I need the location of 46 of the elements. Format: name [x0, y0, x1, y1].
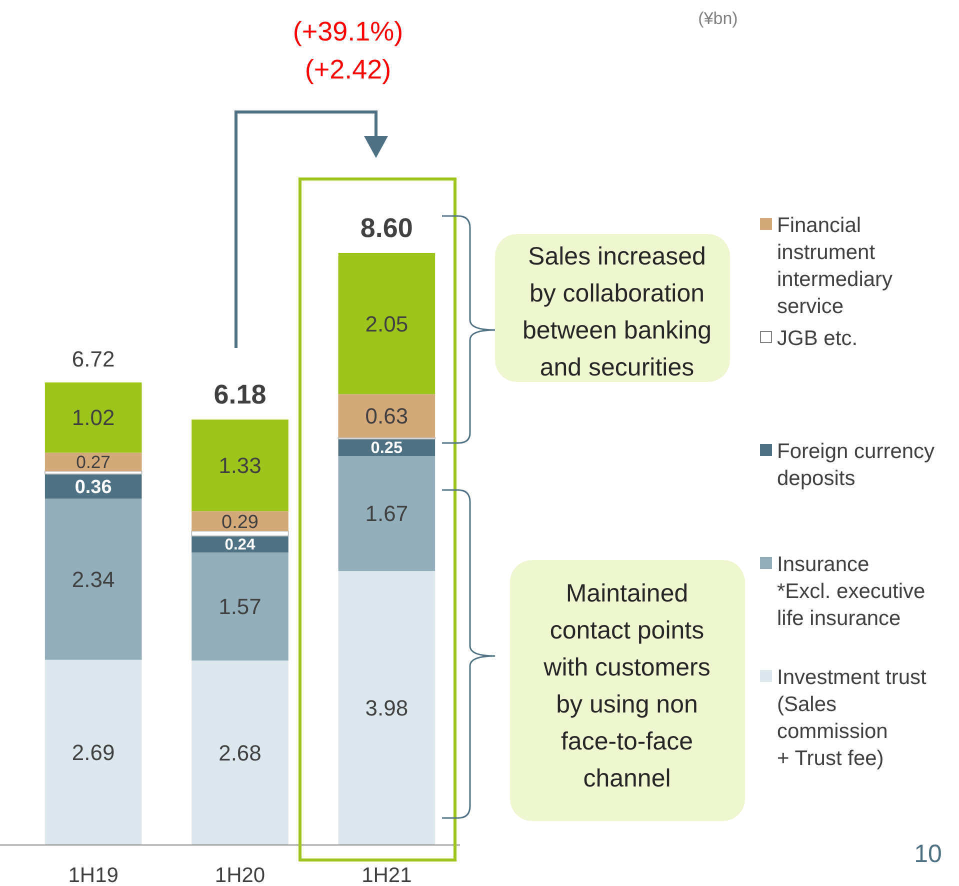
text: (+39.1%) — [292, 16, 404, 46]
legend-label: Financial instrument intermediary service — [777, 214, 894, 318]
bar — [191, 530, 289, 536]
total-label: 8.60 — [360, 213, 413, 243]
legend-label: Insurance *Excl. executive life insurance — [777, 553, 926, 630]
data-label: 0.25 — [370, 439, 403, 458]
data-label: 1.67 — [365, 501, 408, 526]
legend-label: Foreign currency deposits — [777, 440, 936, 490]
data-label: 2.69 — [72, 740, 115, 766]
text: 10 — [914, 840, 942, 868]
bar — [338, 571, 436, 845]
bar — [44, 470, 142, 474]
bar — [44, 452, 142, 472]
data-label: 1.02 — [72, 405, 115, 430]
data-label: 1.33 — [218, 453, 262, 478]
bar — [192, 420, 288, 512]
bar — [44, 660, 142, 845]
data-label: 0.24 — [224, 536, 256, 554]
data-label: 3.98 — [365, 696, 408, 721]
x-tick-label: 1H20 — [214, 864, 266, 886]
data-label: 2.05 — [365, 311, 408, 336]
bar — [192, 660, 288, 845]
x-tick-label: 1H19 — [68, 864, 118, 886]
bar — [192, 511, 288, 532]
bar — [44, 382, 142, 453]
bar — [338, 253, 436, 394]
bar — [338, 394, 436, 438]
data-label: 0.29 — [222, 512, 258, 533]
bar — [44, 498, 142, 660]
bar — [192, 552, 288, 661]
total-label: 6.18 — [214, 380, 266, 410]
data-label: 0.63 — [365, 404, 408, 428]
text: (+2.42) — [304, 54, 392, 84]
legend-label: Investment trust (Sales commission + Trust fee) — [777, 666, 927, 770]
text: JGB etc. — [777, 327, 858, 350]
data-label: 0.36 — [74, 477, 112, 498]
bar — [338, 456, 436, 572]
data-label: 2.68 — [218, 740, 262, 766]
text: Sales increased by collaboration between banking and securities — [522, 242, 712, 382]
data-label: 2.34 — [72, 566, 115, 592]
text: Maintained contact points with customers by using non face-to-face channel — [542, 579, 710, 792]
data-label: 1.57 — [218, 594, 262, 620]
total-label: 6.72 — [72, 346, 115, 372]
x-tick-label: 1H21 — [362, 864, 412, 886]
text: (¥bn) — [698, 8, 738, 28]
data-label: 0.27 — [76, 452, 111, 472]
